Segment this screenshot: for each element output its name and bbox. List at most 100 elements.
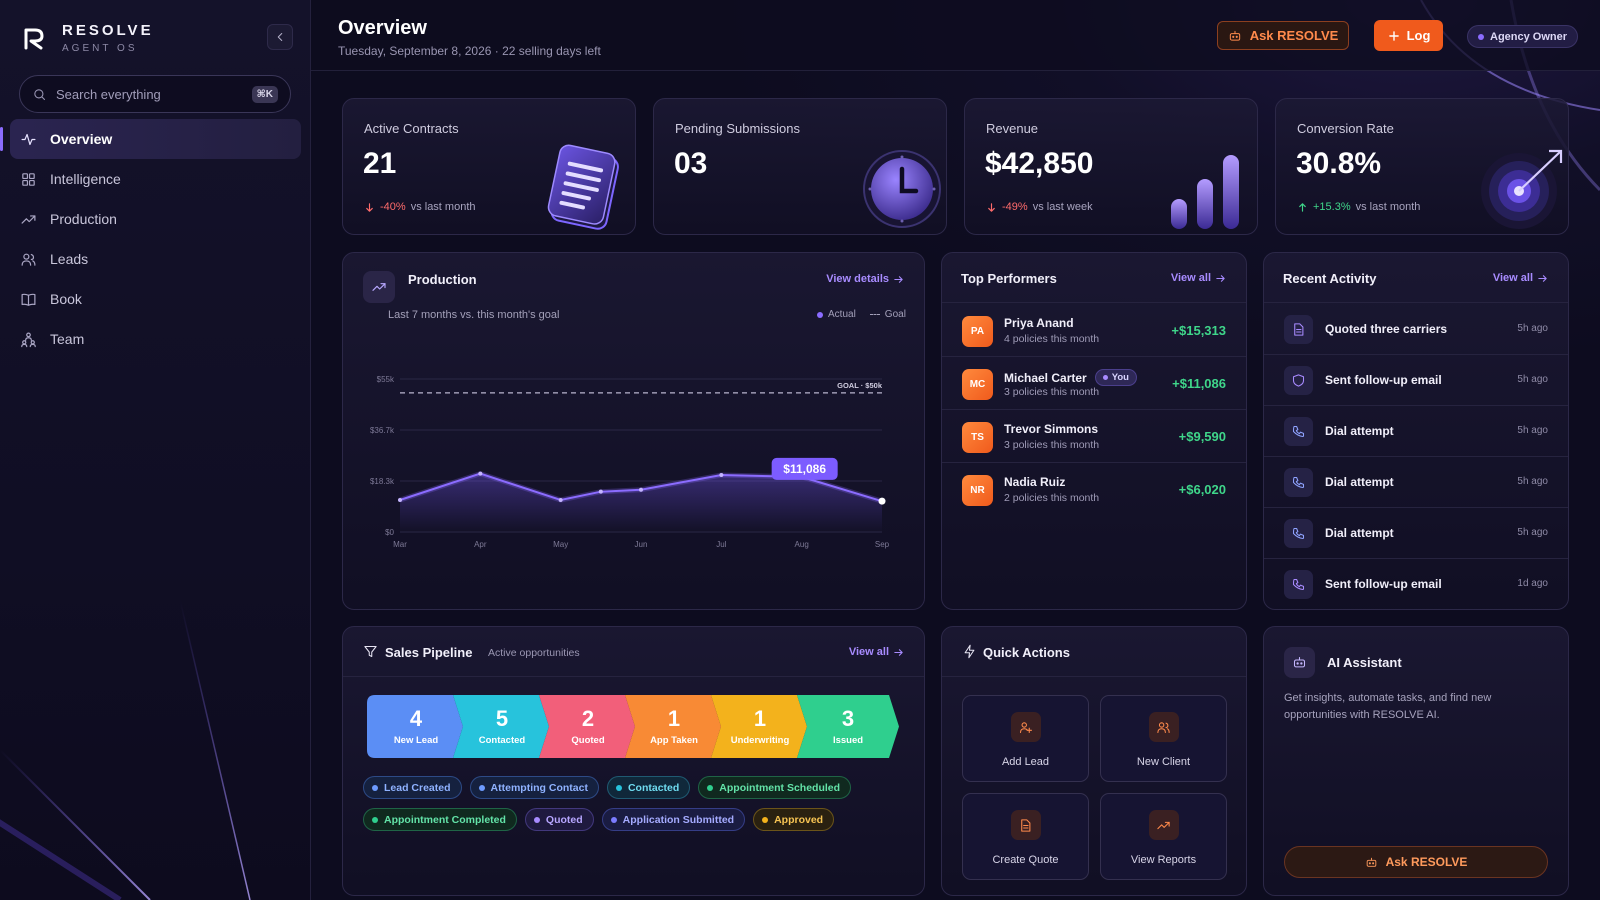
main-area: Overview Tuesday, September 8, 2026 · 22… <box>311 0 1600 900</box>
robot-icon <box>1229 30 1240 41</box>
performer-name-text: Priya Anand <box>1004 316 1074 330</box>
status-chip[interactable]: Contacted <box>606 776 691 799</box>
performer-row[interactable]: NR Nadia Ruiz 2 policies this month +$6,… <box>942 463 1246 516</box>
users-icon <box>1157 721 1170 733</box>
kpi-delta: +15.3% vs last month <box>1297 201 1420 213</box>
performer-row[interactable]: PA Priya Anand 4 policies this month +$1… <box>942 304 1246 357</box>
activity-row[interactable]: Dial attempt 5h ago <box>1264 457 1568 508</box>
status-chip[interactable]: Appointment Scheduled <box>698 776 852 799</box>
data-point <box>478 471 483 476</box>
page-subtitle: Tuesday, September 8, 2026 · 22 selling … <box>338 44 601 58</box>
activity-row[interactable]: Dial attempt 5h ago <box>1264 508 1568 559</box>
log-button[interactable]: Log <box>1374 20 1443 51</box>
quick-action-add-lead[interactable]: Add Lead <box>962 695 1089 782</box>
kpi-card-active-contracts[interactable]: Active Contracts 21 -40% vs last month <box>342 98 636 235</box>
activity-icon <box>1284 519 1313 548</box>
quick-action-icon <box>1148 712 1179 742</box>
sidebar-item-leads[interactable]: Leads <box>10 239 301 279</box>
activity-icon <box>1284 366 1313 395</box>
stage-label: New Lead <box>393 735 439 746</box>
search-bar[interactable]: ⌘K <box>19 75 291 113</box>
ai-ask-resolve-button[interactable]: Ask RESOLVE <box>1284 846 1548 878</box>
brand[interactable]: RESOLVE AGENT OS <box>22 22 154 54</box>
activity-row[interactable]: Sent follow-up email 5h ago <box>1264 355 1568 406</box>
role-label: Agency Owner <box>1490 30 1568 43</box>
performer-row[interactable]: MC Michael Carter You 3 policies this mo… <box>942 357 1246 410</box>
pipeline-stage-issued[interactable]: 3 Issued <box>803 695 893 758</box>
quick-action-create-quote[interactable]: Create Quote <box>962 793 1089 880</box>
status-chip[interactable]: Appointment Completed <box>363 808 517 831</box>
phone-icon <box>1292 527 1305 540</box>
sidebar-item-intelligence[interactable]: Intelligence <box>10 159 301 199</box>
pipeline-status-chips-row-1: Lead Created Attempting Contact Contacte… <box>363 776 852 799</box>
clock-icon <box>863 150 941 228</box>
sidebar-item-label: Team <box>50 331 85 347</box>
kpi-delta-period: vs last week <box>1032 201 1093 213</box>
ask-resolve-button[interactable]: Ask RESOLVE <box>1217 21 1349 50</box>
kpi-card-pending-submissions[interactable]: Pending Submissions 03 <box>653 98 947 235</box>
sales-pipeline-view-all-link[interactable]: View all <box>849 646 904 658</box>
y-tick-label: $55k <box>377 375 395 384</box>
quick-action-icon <box>1010 810 1041 840</box>
pipeline-stage-underwriting[interactable]: 1 Underwriting <box>717 695 803 758</box>
collapse-sidebar-button[interactable] <box>267 24 293 50</box>
sidebar-item-overview[interactable]: Overview <box>0 119 301 159</box>
kpi-card-conversion-rate[interactable]: Conversion Rate 30.8% +15.3% vs last mon… <box>1275 98 1569 235</box>
user-plus-icon <box>1019 721 1032 733</box>
recent-activity-view-all-link[interactable]: View all <box>1493 272 1548 284</box>
status-chip[interactable]: Application Submitted <box>601 808 746 831</box>
status-chip[interactable]: Approved <box>753 808 835 831</box>
activity-row[interactable]: Sent follow-up email 1d ago <box>1264 559 1568 609</box>
x-tick-label: Sep <box>875 540 890 549</box>
activity-row[interactable]: Quoted three carriers 5h ago <box>1264 304 1568 355</box>
chart-legend: Actual Goal <box>817 309 906 320</box>
sidebar-item-team[interactable]: Team <box>10 319 301 359</box>
avatar: TS <box>962 422 993 453</box>
sidebar-item-production[interactable]: Production <box>10 199 301 239</box>
chip-dot <box>707 784 714 791</box>
chevron-left-icon <box>277 33 283 41</box>
pipeline-stage-contacted[interactable]: 5 Contacted <box>459 695 545 758</box>
top-performers-view-all-link[interactable]: View all <box>1171 272 1226 284</box>
robot-icon <box>1366 857 1376 867</box>
quick-action-new-client[interactable]: New Client <box>1100 695 1227 782</box>
quick-action-view-reports[interactable]: View Reports <box>1100 793 1227 880</box>
legend-actual-swatch <box>817 311 823 318</box>
production-view-details-link[interactable]: View details <box>826 273 904 285</box>
series-area-actual <box>400 473 882 532</box>
arrow-right-icon <box>894 648 903 656</box>
kpi-label: Conversion Rate <box>1297 121 1394 136</box>
kpi-card-revenue[interactable]: Revenue $42,850 -49% vs last week <box>964 98 1258 235</box>
sidebar-item-book[interactable]: Book <box>10 279 301 319</box>
data-point <box>598 489 603 494</box>
activity-time: 5h ago <box>1517 476 1548 487</box>
status-chip[interactable]: Attempting Contact <box>469 776 599 799</box>
pipeline-stage-app-taken[interactable]: 1 App Taken <box>631 695 717 758</box>
data-point <box>639 487 643 492</box>
stage-shape-underwriting <box>711 695 807 758</box>
status-chip[interactable]: Quoted <box>524 808 594 831</box>
kpi-value: $42,850 <box>985 147 1094 180</box>
quick-action-label: Create Quote <box>992 854 1059 866</box>
bar-chart-icon <box>1171 155 1239 229</box>
activity-row[interactable]: Dial attempt 5h ago <box>1264 406 1568 457</box>
activity-text: Sent follow-up email <box>1325 373 1442 387</box>
role-badge[interactable]: Agency Owner <box>1467 25 1579 48</box>
quick-actions-card: Quick Actions Add Lead New Client Create… <box>941 626 1247 896</box>
view-all-label: View all <box>1170 272 1211 284</box>
sidebar-item-label: Production <box>50 211 117 227</box>
pipeline-stage-quoted[interactable]: 2 Quoted <box>545 695 631 758</box>
search-input[interactable] <box>56 86 243 102</box>
performer-row[interactable]: TS Trevor Simmons 3 policies this month … <box>942 410 1246 463</box>
performer-name: Trevor Simmons <box>1004 422 1098 436</box>
stage-count: 3 <box>841 706 855 731</box>
pipeline-stage-new-lead[interactable]: 4 New Lead <box>372 695 460 758</box>
quick-action-icon <box>1010 712 1041 742</box>
grid-icon <box>22 172 35 186</box>
performer-name: Michael Carter You <box>1004 369 1137 386</box>
legend-goal-swatch <box>869 314 880 315</box>
stage-label: Contacted <box>478 735 526 746</box>
chip-label: Lead Created <box>384 781 451 794</box>
status-chip[interactable]: Lead Created <box>363 776 462 799</box>
y-tick-label: $0 <box>385 528 394 537</box>
